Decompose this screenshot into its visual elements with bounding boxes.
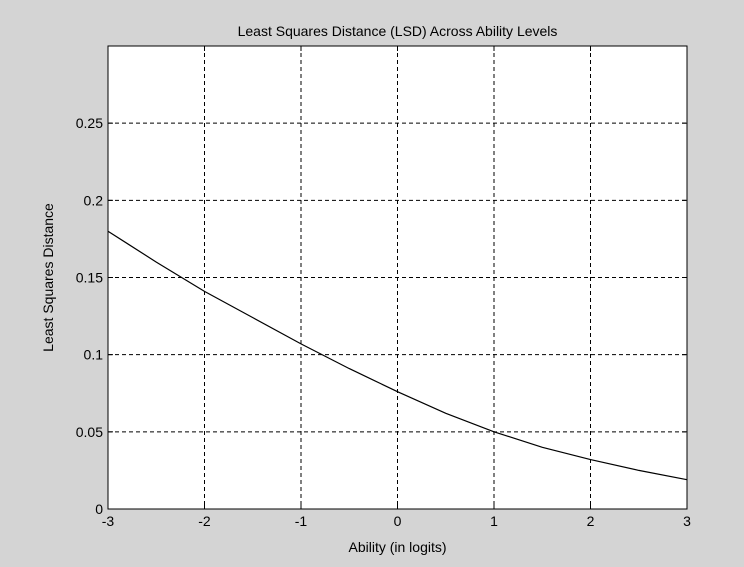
x-tick-label: -3 xyxy=(102,513,115,529)
y-tick-labels: 0 0.05 0.1 0.15 0.2 0.25 xyxy=(76,115,103,517)
y-tick-label: 0.1 xyxy=(84,347,104,363)
y-axis-label: Least Squares Distance xyxy=(40,203,56,352)
chart-title: Least Squares Distance (LSD) Across Abil… xyxy=(238,23,558,39)
y-tick-label: 0.2 xyxy=(84,192,104,208)
x-tick-label: 3 xyxy=(683,513,691,529)
y-tick-label: 0.15 xyxy=(76,270,103,286)
y-tick-label: 0.05 xyxy=(76,424,103,440)
x-tick-label: 0 xyxy=(394,513,402,529)
grid-lines xyxy=(108,46,687,509)
axis-ticks xyxy=(107,46,688,510)
x-tick-label: -1 xyxy=(295,513,308,529)
x-tick-labels: -3 -2 -1 0 1 2 3 xyxy=(102,513,691,529)
x-tick-label: 1 xyxy=(490,513,498,529)
y-tick-label: 0 xyxy=(95,501,103,517)
series-line xyxy=(107,230,688,481)
x-axis-label: Ability (in logits) xyxy=(348,539,446,555)
x-tick-label: 2 xyxy=(587,513,595,529)
series-layer xyxy=(107,230,688,481)
x-tick-label: -2 xyxy=(198,513,211,529)
y-tick-label: 0.25 xyxy=(76,115,103,131)
